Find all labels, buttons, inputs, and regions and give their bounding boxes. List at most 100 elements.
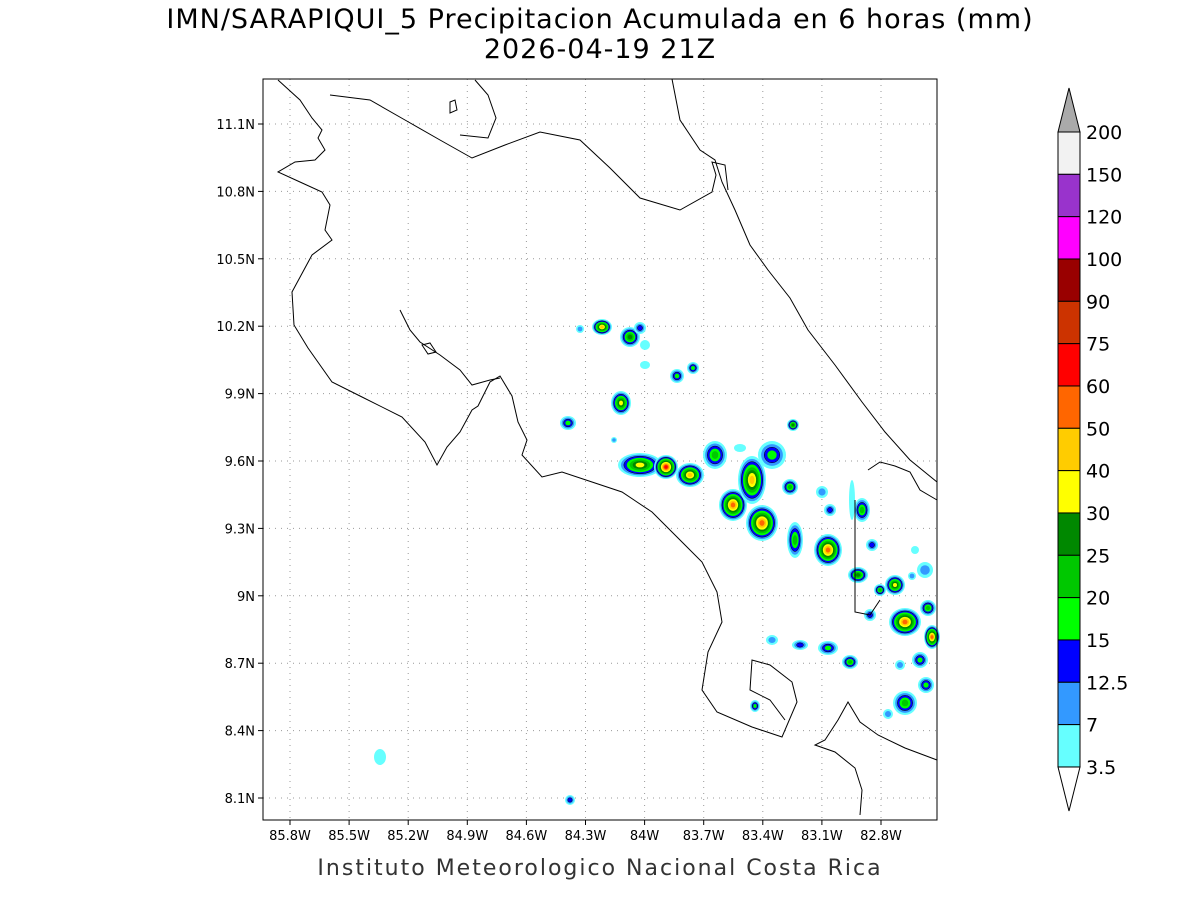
lat-tick-label: 11.1N [216,118,255,133]
precip-contour [930,635,934,639]
precip-contour [759,520,765,526]
precip-contour [847,660,853,664]
precip-contour [635,462,645,468]
map-subtitle: 2026-04-19 21Z [483,34,717,65]
precip-contour [791,423,795,427]
colorbar-swatch [1057,258,1081,302]
lat-tick-label: 8.7N [225,657,255,672]
colorbar-label: 7 [1086,715,1098,737]
precip-contour [859,506,865,514]
precip-contour [869,542,875,548]
coastline [421,342,437,355]
precip-contour [753,704,757,708]
precip-contour [711,451,719,459]
precip-contour [792,535,798,545]
map-frame [262,78,938,821]
colorbar-label: 100 [1086,249,1122,271]
precip-contour [901,699,909,707]
colorbar-label: 30 [1086,503,1110,525]
precip-contour [855,573,861,577]
precip-contour [824,645,832,651]
lon-tick-label: 84W [630,829,660,844]
precip-contour [909,573,915,579]
lat-tick-label: 9.9N [225,388,255,403]
lon-tick-label: 85.5W [328,829,370,844]
precip-contour [749,475,755,485]
coastline [854,500,881,616]
precip-contour [787,484,793,490]
precip-contour [925,605,931,611]
coastline [276,79,798,738]
precip-contour [878,588,882,592]
precip-contour [902,619,908,625]
coastline [459,79,497,139]
precip-contour [897,662,903,668]
footer-credit: Instituto Meteorologico Nacional Costa R… [317,856,883,881]
precip-contour [374,749,386,765]
precip-contour [619,400,623,406]
precip-contour [640,340,650,350]
map-title: IMN/SARAPIQUI_5 Precipitacion Acumulada … [166,4,1034,35]
colorbar-swatch [1057,300,1081,345]
precip-contour [637,325,643,331]
precip-contour [691,366,695,370]
colorbar-under-arrow [1057,766,1081,812]
lon-tick-label: 85.2W [387,829,429,844]
lon-tick-label: 84.9W [446,829,488,844]
precip-contour [567,797,573,803]
colorbar-swatch [1057,343,1081,387]
precip-contour [885,711,891,717]
colorbar-label: 90 [1086,291,1110,313]
precip-contour [565,420,571,426]
colorbar-swatch [1057,427,1081,472]
precip-contour [893,583,897,587]
lon-tick-label: 84.6W [505,829,547,844]
precip-contour [627,334,633,340]
colorbar-swatch [1057,216,1081,260]
lat-tick-label: 10.5N [216,253,255,268]
precip-contour [796,642,804,648]
precip-contour [734,444,746,452]
colorbar-label: 3.5 [1086,757,1116,779]
precip-contour [674,373,680,379]
colorbar-swatch [1057,597,1081,641]
colorbar-label: 12.5 [1086,672,1128,694]
colorbar-legend: 200 150 120 100 90 75 60 50 40 30 25 20 15 12.5 7 3.5 [1057,87,1128,812]
lon-tick-label: 82.8W [860,829,902,844]
precip-contour [825,547,831,553]
lon-tick-label: 83.1W [801,829,843,844]
precip-contour [768,637,776,643]
colorbar-label: 75 [1086,334,1110,356]
lat-tick-label: 10.8N [216,185,255,200]
precip-contour [920,565,930,575]
coastline [813,701,938,816]
precip-contour [664,465,668,469]
colorbar-swatch [1057,512,1081,556]
lon-tick-label: 83.7W [683,829,725,844]
precip-field [374,319,940,805]
precip-contour [923,682,929,688]
precip-contour [577,326,583,332]
colorbar-swatch [1057,724,1081,768]
precip-contour [600,325,604,329]
colorbar-swatch [1057,639,1081,683]
lon-tick-label: 85.8W [269,829,311,844]
colorbar-label: 20 [1086,588,1110,610]
lat-tick-label: 9.3N [225,522,255,537]
colorbar-label: 150 [1086,164,1122,186]
colorbar-label: 200 [1086,122,1122,144]
coastline [329,94,729,211]
lat-tick-label: 10.2N [216,320,255,335]
coastline [399,309,501,386]
colorbar-swatch [1057,470,1081,514]
lat-tick-label: 8.4N [225,725,255,740]
lat-tick-label: 9N [237,590,255,605]
colorbar-label: 40 [1086,461,1110,483]
colorbar-swatch [1057,131,1081,175]
precip-contour [818,488,826,496]
precip-contour [640,361,650,369]
precip-contour [917,657,923,663]
colorbar-over-arrow [1057,87,1081,133]
precip-contour [687,472,693,478]
